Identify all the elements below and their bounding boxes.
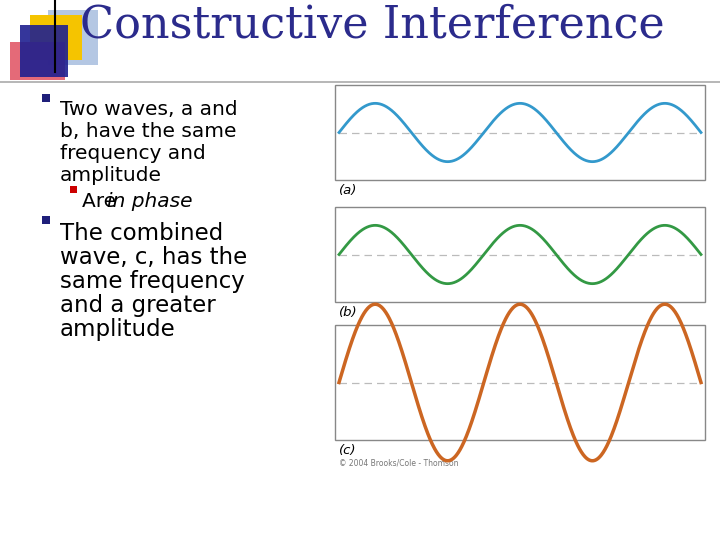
Text: same frequency: same frequency [60, 270, 245, 293]
Text: frequency and: frequency and [60, 144, 206, 163]
Text: amplitude: amplitude [60, 318, 176, 341]
Text: The combined: The combined [60, 222, 223, 245]
FancyBboxPatch shape [335, 207, 705, 302]
Text: (c): (c) [339, 444, 356, 457]
FancyBboxPatch shape [335, 325, 705, 440]
Text: © 2004 Brooks/Cole - Thomson: © 2004 Brooks/Cole - Thomson [339, 458, 459, 467]
Bar [10, 42, 65, 80]
Text: in phase: in phase [107, 192, 192, 211]
Text: amplitude: amplitude [60, 166, 162, 185]
Bar [48, 10, 98, 65]
Text: (a): (a) [339, 184, 357, 197]
Bar [42, 216, 50, 224]
Text: and a greater: and a greater [60, 294, 216, 317]
Text: b, have the same: b, have the same [60, 122, 236, 141]
Bar [42, 94, 50, 102]
Bar [20, 25, 68, 77]
Text: Two waves, a and: Two waves, a and [60, 100, 238, 119]
Text: Constructive Interference: Constructive Interference [80, 3, 665, 46]
FancyBboxPatch shape [335, 85, 705, 180]
Text: Are: Are [82, 192, 122, 211]
Text: wave, c, has the: wave, c, has the [60, 246, 247, 269]
Text: (b): (b) [339, 306, 358, 319]
Bar [30, 15, 82, 60]
Bar [70, 186, 77, 193]
